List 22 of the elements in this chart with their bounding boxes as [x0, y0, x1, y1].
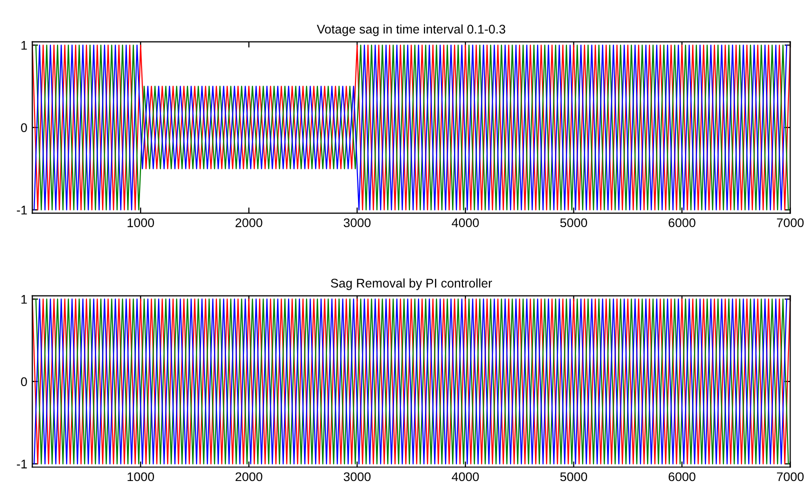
x-tick-label: 2000 [236, 218, 262, 228]
x-tick-label: 1000 [128, 472, 154, 482]
x-tick-label: 7000 [776, 218, 804, 228]
y-tick-label: 1 [21, 41, 27, 50]
x-tick-label: 3000 [344, 472, 371, 482]
x-tick-label: 3000 [344, 218, 371, 228]
x-tick-label: 5000 [560, 218, 588, 228]
y-tick-label: 1 [21, 295, 27, 304]
x-tick-label: 4000 [452, 472, 479, 482]
y-tick-label: -1 [16, 460, 27, 468]
x-tick-label: 5000 [560, 472, 588, 482]
x-tick-label: 6000 [668, 218, 696, 228]
x-tick-label: 6000 [668, 472, 696, 482]
x-tick-label: 4000 [452, 218, 479, 228]
y-tick-label: -1 [16, 206, 27, 214]
x-tick-label: 2000 [236, 472, 262, 482]
y-tick-label: 0 [20, 123, 27, 132]
x-tick-label: 1000 [128, 218, 154, 228]
y-tick-label: 0 [20, 377, 27, 386]
chart-title: Votage sag in time interval 0.1-0.3 [316, 24, 506, 36]
chart-title: Sag Removal by PI controller [330, 278, 492, 290]
x-tick-label: 7000 [776, 472, 804, 482]
